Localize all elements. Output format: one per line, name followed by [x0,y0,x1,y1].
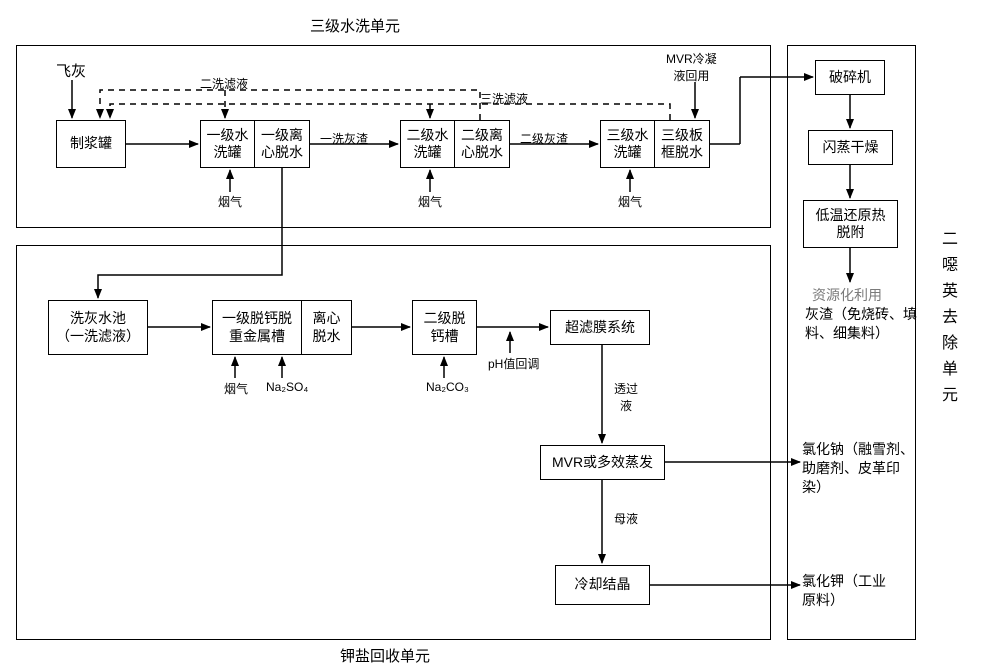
node-w2: 二级水 洗罐 [400,120,455,168]
node-pf3: 三级板 框脱水 [655,120,710,168]
elabel-flue2: 烟气 [418,193,442,210]
elabel-na2co3: Na₂CO₃ [426,380,469,394]
elabel-flue1: 烟气 [218,193,242,210]
elabel-mother: 母液 [614,510,638,527]
elabel-wash2fil: 二洗滤液 [200,75,248,92]
elabel-wash3fil: 三洗滤液 [480,90,528,107]
node-lowtemp: 低温还原热 脱附 [803,200,898,248]
elabel-flue3: 烟气 [618,193,642,210]
output-nacl: 氯化钠（融雪剂、 助磨剂、皮革印 染） [802,440,937,497]
node-c1: 一级离 心脱水 [255,120,310,168]
node-deCa2: 二级脱 钙槽 [412,300,477,355]
elabel-slag1: 一洗灰渣 [320,130,368,147]
title-bottom: 钾盐回收单元 [340,645,430,666]
node-c2: 二级离 心脱水 [455,120,510,168]
node-cool: 冷却结晶 [555,565,650,605]
elabel-na2so4: Na₂SO₄ [266,380,308,394]
output-kcl: 氯化钾（工业 原料） [802,572,937,610]
title-right: 二噁英去除单元 [935,230,959,412]
node-deCaHM: 一级脱钙脱 重金属槽 [212,300,302,355]
input-flyash: 飞灰 [56,60,86,81]
output-ashslag: 灰渣（免烧砖、填 料、细集料） [805,305,935,343]
input-mvr: MVR冷凝 液回用 [666,50,717,84]
elabel-slag2: 二级灰渣 [520,130,568,147]
elabel-perm: 透过 液 [614,380,638,414]
elabel-ph: pH值回调 [488,355,539,372]
node-uf: 超滤膜系统 [550,310,650,345]
node-cent: 离心 脱水 [302,300,352,355]
node-ashpool: 洗灰水池 （一洗滤液） [48,300,148,355]
node-w3: 三级水 洗罐 [600,120,655,168]
node-resource: 资源化利用 [812,285,882,305]
node-crusher: 破碎机 [815,60,885,95]
elabel-flue4: 烟气 [224,380,248,397]
node-flash: 闪蒸干燥 [808,130,893,165]
title-top: 三级水洗单元 [310,15,400,36]
canvas: 三级水洗单元 钾盐回收单元 二噁英去除单元 飞灰 MVR冷凝 液回用 制浆罐 一… [0,0,1000,671]
node-w1: 一级水 洗罐 [200,120,255,168]
node-slurry: 制浆罐 [56,120,126,168]
node-mvr: MVR或多效蒸发 [540,445,665,480]
